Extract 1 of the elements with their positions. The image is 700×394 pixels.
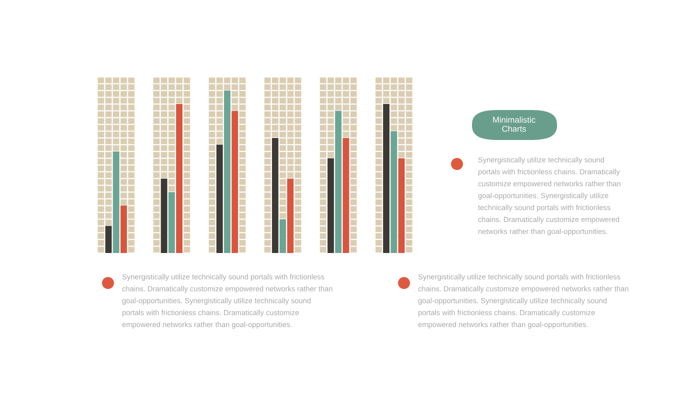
text: Minimalistic Charts <box>493 116 536 132</box>
